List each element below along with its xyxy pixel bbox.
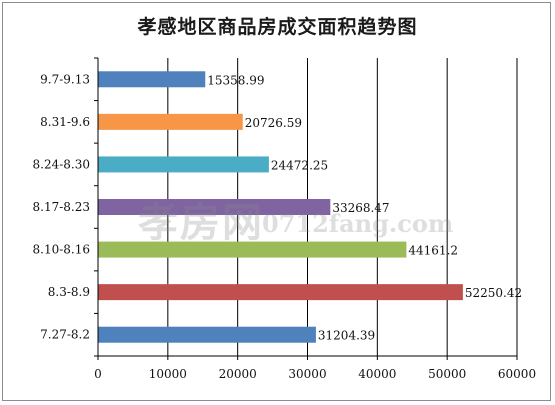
category-label: 8.10-8.16 — [33, 243, 91, 257]
x-tick-label: 0 — [94, 367, 102, 381]
x-tick-label: 20000 — [219, 367, 257, 381]
category-label: 9.7-9.13 — [40, 72, 90, 86]
value-label: 24472.25 — [271, 158, 328, 172]
bar — [98, 71, 206, 88]
value-label: 33268.47 — [332, 201, 389, 215]
watermark-site: 0712fang.com — [262, 209, 453, 238]
bar — [98, 199, 331, 215]
bar — [98, 113, 243, 130]
category-label: 8.3-8.9 — [48, 285, 90, 299]
category-label: 7.27-8.2 — [40, 328, 90, 342]
watermark-chinese: 孝房网 — [138, 199, 264, 246]
value-label: 44161.2 — [408, 244, 458, 258]
bars — [98, 71, 463, 343]
watermark: 孝房网 0712fang.com — [138, 199, 453, 246]
bar — [98, 326, 316, 343]
x-tick-label: 40000 — [358, 367, 396, 381]
category-label: 8.17-8.23 — [33, 200, 91, 214]
value-label: 52250.42 — [465, 286, 522, 300]
x-tick-label: 30000 — [288, 367, 326, 381]
bar — [98, 156, 269, 173]
category-label: 8.31-9.6 — [40, 115, 90, 129]
bar — [98, 284, 463, 301]
value-label: 15358.99 — [207, 73, 264, 87]
x-tick-labels: 0 10000 20000 30000 40000 50000 60000 — [94, 367, 536, 381]
category-label: 8.24-8.30 — [33, 157, 91, 171]
x-tick-label: 50000 — [428, 367, 466, 381]
category-labels: 9.7-9.13 8.31-9.6 8.24-8.30 8.17-8.23 8.10-8… — [33, 72, 91, 341]
value-label: 20726.59 — [245, 116, 302, 130]
axes — [94, 57, 518, 360]
value-label: 31204.39 — [318, 329, 375, 343]
bar — [98, 241, 407, 258]
x-tick-label: 10000 — [149, 367, 187, 381]
x-tick-label: 60000 — [498, 367, 536, 381]
chart-title: 孝感地区商品房成交面积趋势图 — [137, 16, 418, 38]
value-labels: 15358.99 20726.59 24472.25 33268.47 44161.2 5… — [207, 73, 522, 342]
